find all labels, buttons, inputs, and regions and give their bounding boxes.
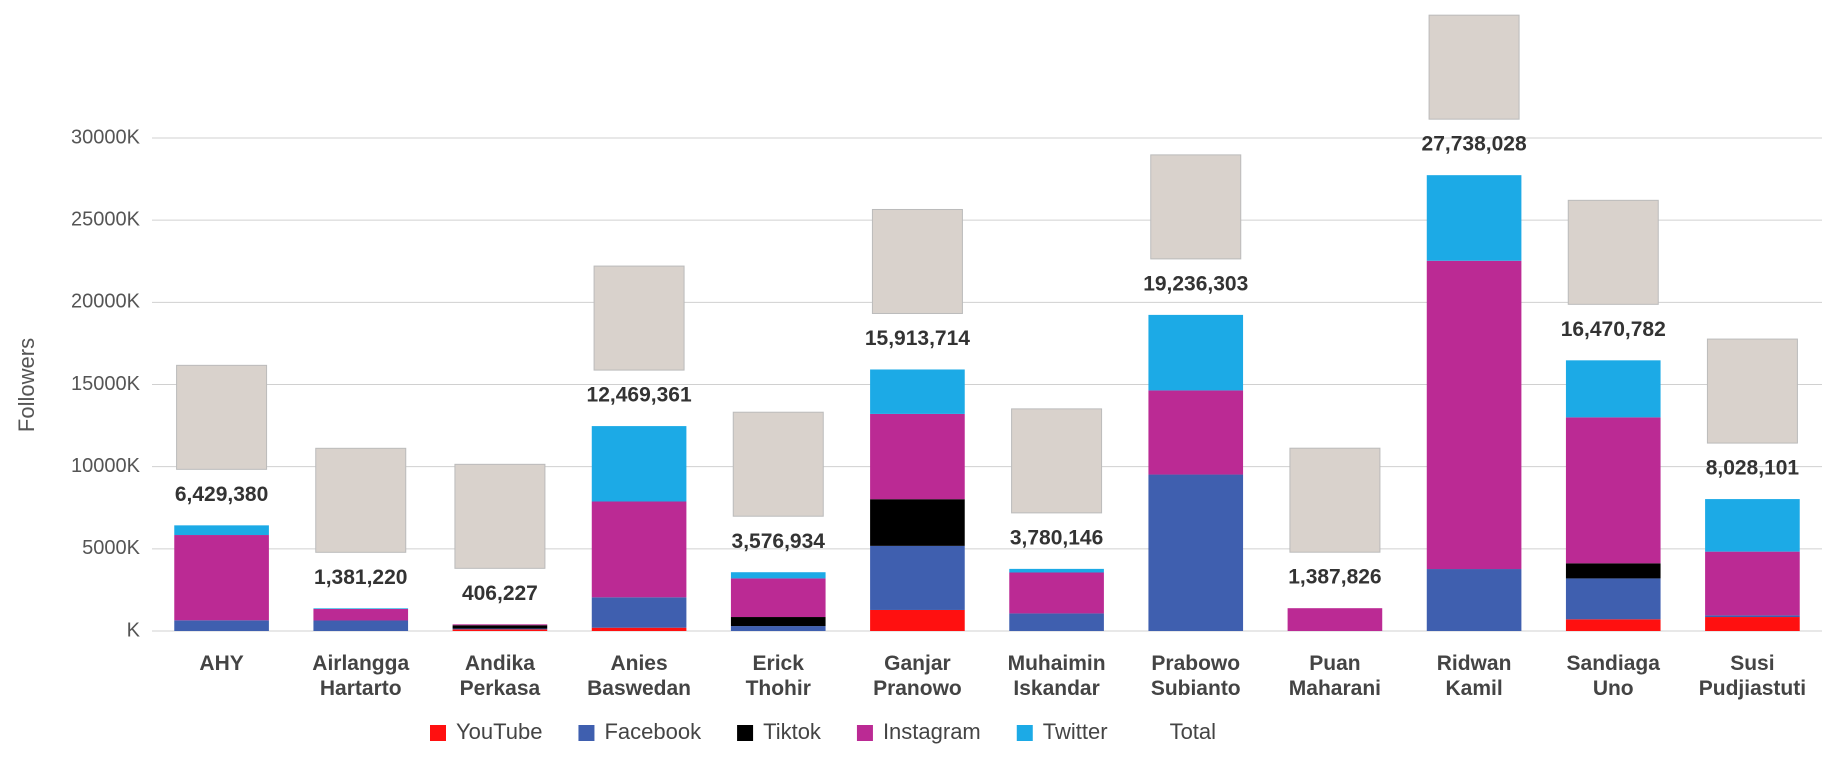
bar-segment — [1565, 563, 1661, 579]
bar-segment — [452, 628, 548, 630]
bar-segment — [870, 499, 965, 546]
total-label: 406,227 — [462, 582, 538, 605]
bar-segment — [1705, 615, 1800, 618]
legend-swatch — [578, 725, 595, 741]
bar-segment — [870, 545, 965, 610]
y-tick-label: 10000K — [71, 455, 141, 477]
total-label: 12,469,361 — [587, 384, 692, 407]
bar-segment — [313, 608, 409, 621]
total-label: 19,236,303 — [1143, 272, 1248, 295]
bar-segment — [1287, 608, 1383, 631]
x-tick-label: Puan Maharani — [1288, 652, 1381, 700]
bar-segment — [1009, 572, 1104, 614]
x-tick-label: Sandiaga Uno — [1566, 652, 1660, 700]
x-tick-label: Ridwan Kamil — [1436, 652, 1512, 700]
y-tick-label: 5000K — [82, 537, 140, 559]
bar-segment — [870, 369, 965, 414]
bar-segment — [1148, 390, 1244, 475]
x-tick-label: Erick Thohir — [745, 652, 811, 700]
legend-swatch — [856, 725, 873, 741]
bar-segment — [1705, 617, 1800, 631]
photo — [732, 411, 824, 517]
legend-label: Facebook — [604, 719, 702, 744]
photo — [593, 265, 685, 371]
x-tick-label: Andika Perkasa — [459, 652, 541, 700]
photo — [1706, 338, 1798, 444]
total-label: 3,576,934 — [732, 530, 826, 553]
bar-segment — [730, 626, 826, 631]
bar-segment — [1705, 499, 1800, 552]
total-label: 16,470,782 — [1561, 318, 1666, 341]
bar-segment — [1426, 260, 1522, 570]
bar-segment — [730, 572, 826, 579]
y-tick-label: 25000K — [71, 208, 141, 230]
y-axis-title: Followers — [14, 338, 39, 432]
bar-segment — [591, 426, 687, 502]
photo — [871, 208, 963, 314]
photo — [454, 463, 546, 569]
legend-swatch — [430, 725, 446, 741]
bar-segment — [174, 525, 269, 536]
photo — [1289, 447, 1381, 553]
bar-segment — [591, 501, 687, 598]
bar-segment — [591, 597, 687, 628]
photo — [1011, 408, 1103, 514]
x-tick-label: AHY — [199, 652, 244, 675]
bar-segment — [730, 578, 826, 618]
legend-swatch — [737, 725, 754, 741]
x-tick-label: Ganjar Pranowo — [873, 652, 962, 700]
bar-segment — [1148, 474, 1244, 631]
legend-swatch — [1016, 725, 1033, 741]
bar-segment — [1148, 314, 1244, 391]
legend-label: Instagram — [883, 719, 981, 744]
y-tick-label: K — [127, 619, 141, 641]
y-tick-label: 15000K — [71, 373, 141, 395]
bar-segment — [1565, 360, 1661, 418]
photo — [1567, 199, 1659, 305]
bar-segment — [1009, 568, 1104, 573]
photo — [315, 447, 407, 553]
total-label: 27,738,028 — [1422, 133, 1527, 156]
photo — [176, 364, 268, 470]
legend-label: YouTube — [456, 719, 542, 744]
x-tick-label: Prabowo Subianto — [1150, 652, 1241, 700]
bar-segment — [870, 413, 965, 500]
bar-segment — [1426, 569, 1522, 631]
bar-segment — [730, 617, 826, 627]
legend-label: Twitter — [1043, 719, 1108, 744]
bar-segment — [452, 624, 548, 626]
bar-segment — [1565, 417, 1661, 564]
bar-segment — [452, 629, 548, 631]
x-tick-label: Airlangga Hartarto — [312, 652, 410, 700]
total-label: 6,429,380 — [175, 483, 268, 506]
legend-label: Tiktok — [763, 719, 822, 744]
bar-segment — [591, 627, 687, 631]
total-label: 3,780,146 — [1010, 526, 1103, 549]
total-label: 1,387,826 — [1288, 566, 1381, 589]
x-tick-label: Susi Pudjiastuti — [1698, 652, 1807, 700]
bar-segment — [1009, 613, 1104, 631]
y-tick-label: 20000K — [71, 291, 141, 313]
bar-segment — [313, 608, 409, 609]
bar-segment — [870, 609, 965, 631]
total-label: 8,028,101 — [1706, 457, 1800, 480]
bar-segment — [313, 620, 409, 631]
photo — [1428, 14, 1520, 120]
x-tick-label: Anies Baswedan — [587, 652, 692, 700]
x-tick-label: Muhaimin Iskandar — [1007, 652, 1106, 700]
bar-segment — [452, 625, 548, 629]
legend-label: Total — [1170, 719, 1216, 744]
y-tick-label: 30000K — [71, 126, 141, 148]
bar-segment — [1565, 578, 1661, 620]
bar-segment — [174, 535, 269, 621]
photo — [1150, 154, 1242, 260]
total-label: 1,381,220 — [314, 566, 407, 589]
bar-segment — [1426, 175, 1522, 261]
bar-segment — [1565, 619, 1661, 631]
bar-segment — [1705, 551, 1800, 616]
bar-segment — [174, 620, 269, 631]
total-label: 15,913,714 — [865, 327, 970, 350]
